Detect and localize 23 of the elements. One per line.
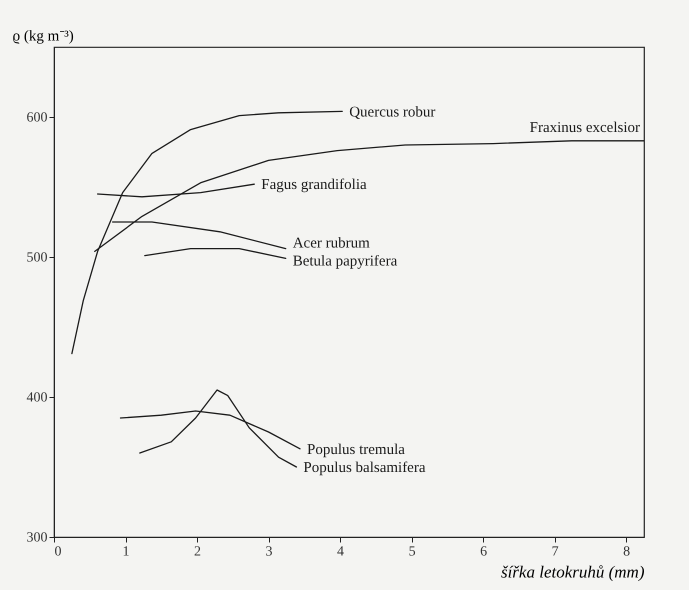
- series-label: Quercus robur: [349, 104, 436, 120]
- line-series: [96, 184, 255, 198]
- y-tick-label: 600: [26, 110, 48, 126]
- y-tick-label: 300: [26, 530, 48, 546]
- x-axis-title: šířka letokruhů (mm): [500, 562, 645, 582]
- series-label: Fraxinus excelsior: [530, 120, 640, 136]
- x-tick-label: 7: [552, 544, 559, 560]
- x-tick-label: 3: [266, 544, 273, 560]
- x-tick-label: 0: [54, 544, 62, 560]
- y-axis-title: ϱ (kg m⁻³): [12, 28, 74, 44]
- series-label: Betula papyrifera: [292, 254, 398, 270]
- x-tick-label: 2: [194, 544, 202, 560]
- x-tick-label: 5: [408, 544, 416, 560]
- series-label: Fagus grandifolia: [261, 177, 367, 194]
- y-tick-label: 400: [26, 390, 48, 406]
- x-tick-label: 6: [480, 544, 488, 560]
- y-tick-label: 500: [26, 250, 48, 266]
- series-label: Populus tremula: [307, 442, 406, 458]
- series-label: Acer rubrum: [292, 236, 370, 252]
- series-label: Populus balsamifera: [303, 460, 426, 476]
- x-tick-label: 4: [337, 544, 344, 560]
- x-tick-label: 1: [122, 544, 130, 560]
- x-tick-label: 8: [623, 544, 630, 560]
